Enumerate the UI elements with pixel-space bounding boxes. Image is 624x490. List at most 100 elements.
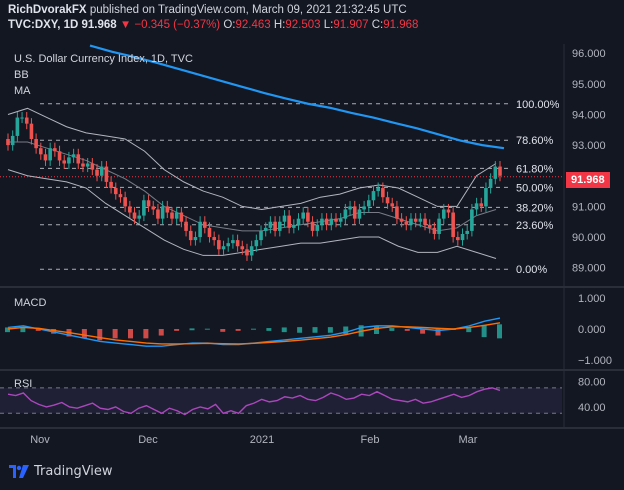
macd-histogram-bar: [143, 329, 149, 339]
rsi-axis-tick: 40.00: [578, 402, 606, 414]
candle-body: [287, 215, 291, 228]
candle-body: [34, 138, 38, 149]
candle-body: [170, 212, 174, 219]
candle-body: [146, 200, 151, 207]
candle-body: [81, 163, 85, 167]
rsi-pane-title[interactable]: RSI: [14, 378, 33, 390]
candle-body: [57, 151, 62, 161]
macd-histogram-bar: [112, 329, 118, 339]
candle-body: [137, 215, 141, 219]
fib-level-label: 38.20%: [516, 202, 554, 214]
candle-body: [498, 166, 502, 176]
candle-body: [198, 221, 202, 238]
indicator-ma-label[interactable]: MA: [14, 85, 31, 97]
candle-body: [315, 224, 320, 231]
candle-body: [367, 200, 371, 207]
tradingview-logo[interactable]: TradingView: [8, 462, 113, 480]
candle-body: [418, 218, 423, 222]
candle-body: [296, 218, 301, 225]
candle-body: [474, 203, 479, 210]
macd-axis-tick: −1.000: [578, 355, 612, 367]
candle-body: [371, 191, 376, 201]
symbol-label[interactable]: TVC:DXY, 1D: [8, 19, 79, 31]
candle-body: [306, 212, 310, 222]
candle-body: [427, 224, 432, 228]
macd-histogram-bar: [497, 324, 502, 339]
candle-body: [254, 240, 259, 247]
candle-body: [277, 221, 282, 231]
macd-pane-title[interactable]: MACD: [14, 297, 47, 309]
candle-body: [67, 157, 71, 164]
candle-body: [320, 218, 324, 225]
candle-body: [113, 188, 118, 195]
macd-histogram-bar: [327, 327, 333, 333]
candle-body: [343, 209, 348, 219]
candle-body: [259, 230, 263, 241]
candle-body: [95, 169, 99, 176]
macd-histogram-bar: [189, 328, 195, 331]
candle-body: [62, 160, 67, 164]
high-value: 92.503: [285, 19, 321, 31]
candle-body: [409, 218, 413, 225]
rsi-band-fill: [0, 387, 562, 414]
candle-body: [413, 218, 418, 222]
last-price-tag: 91.968: [566, 172, 610, 188]
macd-histogram-bar: [466, 327, 472, 333]
candle-body: [334, 218, 338, 222]
time-axis-tick: Dec: [138, 434, 158, 446]
macd-axis-tick: 0.000: [578, 324, 606, 336]
candle-body: [381, 188, 385, 198]
candle-body: [203, 221, 207, 228]
candle-body: [24, 117, 29, 124]
candle-body: [29, 123, 34, 139]
fib-level-label: 50.00%: [516, 182, 554, 194]
candle-body: [53, 148, 57, 152]
candle-body: [99, 166, 104, 176]
candle-body: [193, 237, 198, 241]
indicator-bb-label[interactable]: BB: [14, 69, 29, 81]
open-label: O:: [223, 19, 236, 31]
candle-body: [249, 246, 254, 256]
candle-body: [460, 233, 465, 241]
fib-level-label: 23.60%: [516, 220, 554, 232]
low-value: 91.907: [333, 19, 369, 31]
candle-body: [404, 221, 409, 225]
candle-body: [48, 148, 52, 161]
macd-axis-tick: 1.000: [578, 293, 606, 305]
macd-histogram-bar: [420, 329, 426, 334]
fib-level-label: 0.00%: [516, 264, 547, 276]
macd-histogram-bar: [404, 329, 410, 331]
last-price: 91.968: [81, 19, 117, 31]
moving-average-line: [89, 44, 505, 150]
macd-histogram-bar: [312, 327, 318, 333]
tradingview-logo-text: TradingView: [34, 463, 113, 479]
rsi-line: [7, 387, 501, 416]
candle-body: [301, 212, 305, 219]
candle-body: [268, 221, 273, 228]
price-axis-tick: 95.000: [572, 79, 606, 91]
main-pane-title[interactable]: U.S. Dollar Currency Index, 1D, TVC: [14, 53, 193, 65]
fib-level-label: 61.80%: [516, 163, 554, 175]
candle-body: [109, 181, 113, 189]
candle-body: [310, 221, 315, 231]
candle-body: [324, 218, 329, 225]
price-axis-tick: 89.000: [572, 263, 606, 275]
price-axis-tick: 96.000: [572, 48, 606, 60]
candle-body: [10, 135, 15, 146]
candle-body: [385, 197, 390, 204]
candle-body: [451, 212, 455, 238]
macd-histogram-bar: [81, 329, 87, 339]
candle-body: [390, 203, 395, 207]
macd-histogram-bar: [158, 329, 164, 336]
author-name[interactable]: RichDvorakFX: [8, 4, 87, 16]
candle-body: [348, 206, 352, 210]
close-value: 91.968: [383, 19, 419, 31]
candle-body: [470, 209, 474, 231]
candle-body: [263, 227, 268, 231]
candle-body: [235, 240, 240, 247]
candle-body: [245, 249, 249, 256]
candle-body: [165, 206, 170, 213]
candle-body: [273, 221, 277, 231]
candle-body: [20, 117, 24, 119]
